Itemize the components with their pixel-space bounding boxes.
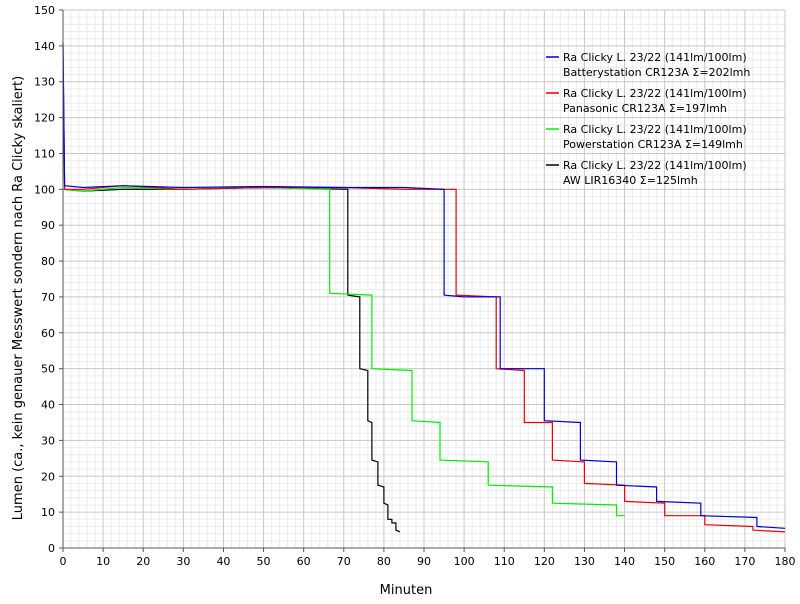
x-tick-label: 130 — [574, 555, 595, 568]
y-tick-label: 120 — [34, 112, 55, 125]
y-tick-label: 0 — [48, 542, 55, 555]
x-tick-label: 10 — [96, 555, 110, 568]
x-tick-label: 20 — [136, 555, 150, 568]
y-tick-label: 140 — [34, 40, 55, 53]
y-tick-label: 10 — [41, 506, 55, 519]
x-tick-label: 0 — [60, 555, 67, 568]
x-tick-label: 80 — [377, 555, 391, 568]
legend-label-1-line2: Batterystation CR123A Σ=202lmh — [563, 66, 750, 79]
x-tick-label: 50 — [257, 555, 271, 568]
x-tick-label: 90 — [417, 555, 431, 568]
legend-label-1-line1: Ra Clicky L. 23/22 (141lm/100lm) — [563, 51, 747, 64]
x-tick-label: 150 — [654, 555, 675, 568]
y-tick-label: 150 — [34, 4, 55, 17]
legend-label-4-line1: Ra Clicky L. 23/22 (141lm/100lm) — [563, 159, 747, 172]
y-tick-label: 20 — [41, 470, 55, 483]
y-tick-label: 100 — [34, 183, 55, 196]
x-tick-label: 140 — [614, 555, 635, 568]
y-tick-label: 110 — [34, 147, 55, 160]
y-axis-title: Lumen (ca., kein genauer Messwert sonder… — [11, 76, 26, 520]
x-tick-label: 110 — [494, 555, 515, 568]
y-tick-label: 70 — [41, 291, 55, 304]
legend-label-3-line1: Ra Clicky L. 23/22 (141lm/100lm) — [563, 123, 747, 136]
y-tick-label: 130 — [34, 76, 55, 89]
grid-layer — [62, 9, 786, 549]
legend-label-4-line2: AW LIR16340 Σ=125lmh — [563, 174, 698, 187]
x-tick-label: 180 — [775, 555, 796, 568]
y-tick-label: 40 — [41, 399, 55, 412]
legend-label-2-line2: Panasonic CR123A Σ=197lmh — [563, 102, 727, 115]
legend-label-3-line2: Powerstation CR123A Σ=149lmh — [563, 138, 743, 151]
series-line-1 — [62, 42, 786, 529]
x-tick-label: 60 — [297, 555, 311, 568]
x-tick-label: 170 — [734, 555, 755, 568]
x-tick-label: 30 — [176, 555, 190, 568]
x-tick-label: 70 — [337, 555, 351, 568]
y-tick-label: 50 — [41, 363, 55, 376]
legend: Ra Clicky L. 23/22 (141lm/100lm) Batterys… — [546, 51, 750, 187]
y-tick-label: 60 — [41, 327, 55, 340]
x-tick-label: 100 — [454, 555, 475, 568]
y-tick-label: 30 — [41, 434, 55, 447]
x-tick-label: 40 — [216, 555, 230, 568]
x-axis-title: Minuten — [380, 583, 433, 598]
y-tick-label: 80 — [41, 255, 55, 268]
x-tick-label: 160 — [694, 555, 715, 568]
y-tick-label: 90 — [41, 219, 55, 232]
series-layer — [62, 42, 786, 533]
axis-layer: 0 10 20 30 40 50 60 70 80 90 100 110 120 130 140 150 160… — [34, 4, 796, 568]
x-tick-label: 120 — [534, 555, 555, 568]
series-line-2 — [62, 45, 786, 533]
legend-label-2-line1: Ra Clicky L. 23/22 (141lm/100lm) — [563, 87, 747, 100]
